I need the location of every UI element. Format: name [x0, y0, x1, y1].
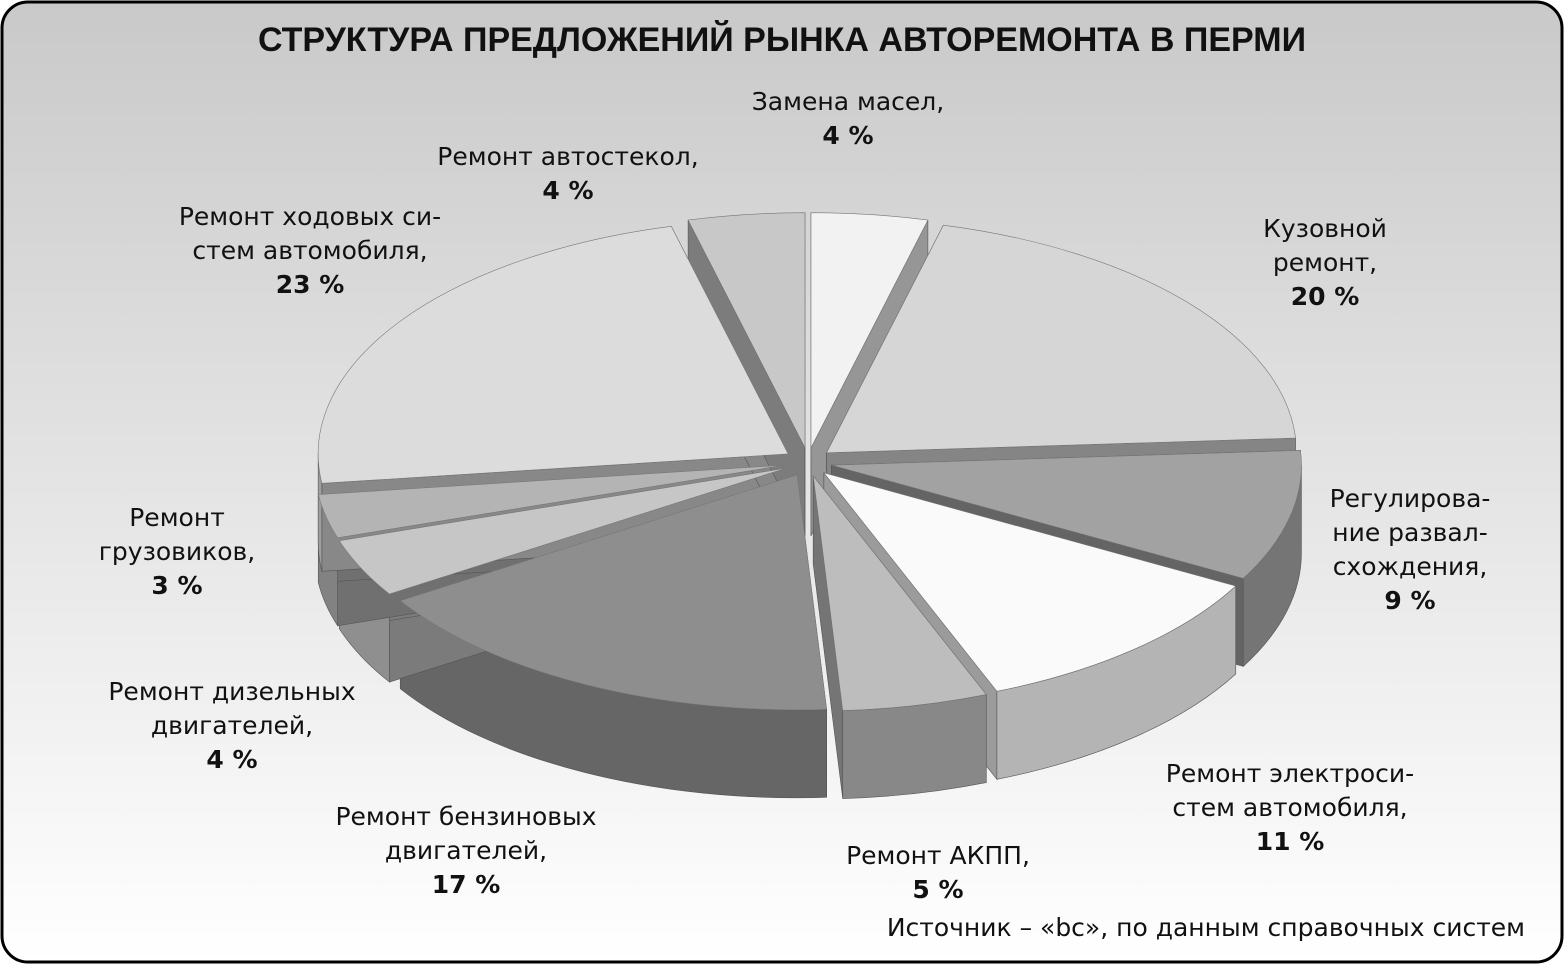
- slice: [687, 212, 806, 448]
- slice-label: Ремонт электроси-: [1166, 759, 1414, 788]
- value-label: 20 %: [1291, 282, 1360, 311]
- slice-label: схождения,: [1333, 552, 1488, 581]
- slice: [810, 212, 929, 448]
- pie-tops: [317, 212, 1302, 711]
- slice-label: двигателей,: [385, 836, 547, 865]
- value-label: 4 %: [822, 121, 873, 150]
- value-label: 9 %: [1384, 586, 1435, 615]
- slice: [825, 224, 1296, 454]
- slice: [317, 464, 785, 539]
- slice-label: Замена масел,: [752, 87, 944, 116]
- value-label: 23 %: [276, 270, 345, 299]
- slice-label: Ремонт: [129, 503, 225, 532]
- slice-label: грузовиков,: [99, 537, 255, 566]
- slice-label: ние развал-: [1332, 518, 1487, 547]
- slice-label: Регулирова-: [1330, 484, 1491, 513]
- value-label: 3 %: [151, 571, 202, 600]
- slice: [812, 475, 987, 711]
- slice-label: Ремонт АКПП,: [846, 841, 1030, 870]
- slice-wall: [842, 694, 987, 799]
- value-label: 4 %: [206, 745, 257, 774]
- slice-label: стем автомобиля,: [192, 236, 427, 265]
- slice-label: Ремонт ходовых си-: [179, 202, 441, 231]
- value-label: 17 %: [432, 870, 501, 899]
- slice-label: Ремонт дизельных: [108, 677, 355, 706]
- source-note: Источник – «bc», по данным справочных си…: [887, 913, 1525, 942]
- slice-label: Ремонт бензиновых: [335, 802, 596, 831]
- chart-title: СТРУКТУРА ПРЕДЛОЖЕНИЙ РЫНКА АВТОРЕМОНТА …: [258, 20, 1306, 59]
- slice-label: Ремонт автостекол,: [437, 142, 698, 171]
- value-label: 5 %: [912, 875, 963, 904]
- slice: [338, 467, 787, 595]
- value-label: 11 %: [1256, 827, 1325, 856]
- slice: [399, 474, 827, 711]
- value-label: 4 %: [542, 176, 593, 205]
- slice: [823, 472, 1237, 692]
- slice: [831, 450, 1302, 579]
- slice: [317, 225, 789, 484]
- slice-label: двигателей,: [151, 711, 313, 740]
- slice-label: Кузовной: [1263, 214, 1387, 243]
- slice-label: ремонт,: [1273, 248, 1377, 277]
- slice-label: стем автомобиля,: [1172, 793, 1407, 822]
- labels: Замена масел, 4 % Кузовной ремонт, 20 % Регул…: [99, 87, 1491, 904]
